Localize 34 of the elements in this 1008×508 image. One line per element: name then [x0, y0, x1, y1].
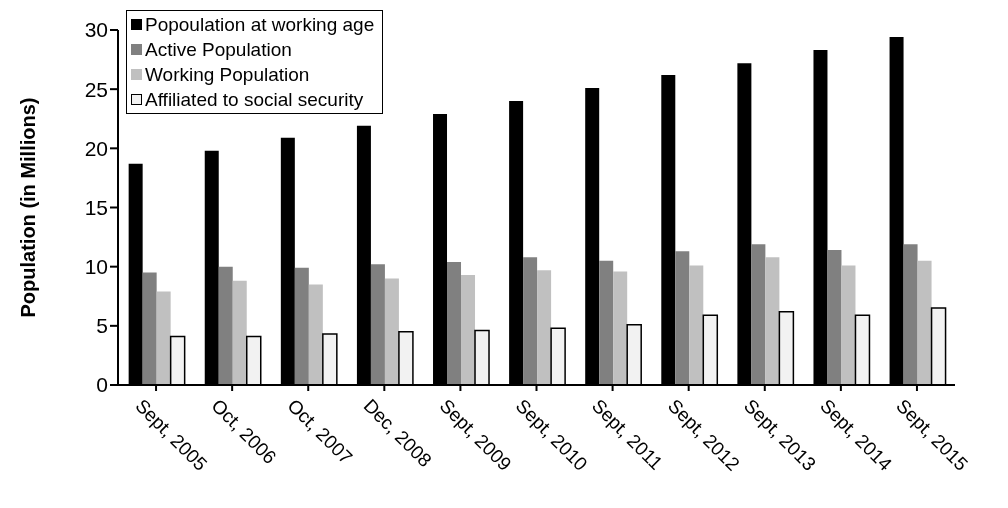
- bar: [827, 250, 842, 385]
- bar: [156, 291, 171, 385]
- bar: [461, 274, 476, 385]
- y-tick-label: 30: [84, 18, 108, 42]
- bar: [142, 272, 157, 385]
- legend-label: Working Population: [145, 63, 310, 87]
- bar: [218, 266, 233, 385]
- bar: [537, 270, 552, 385]
- y-tick-label: 15: [84, 195, 108, 219]
- bar: [384, 278, 399, 385]
- bar: [675, 251, 690, 385]
- legend-label: Popoulation at working age: [145, 13, 375, 37]
- y-tick-label: 0: [96, 373, 108, 397]
- bar: [308, 284, 323, 385]
- bar: [689, 265, 704, 385]
- legend-label: Affiliated to social security: [145, 88, 364, 112]
- bar: [903, 244, 918, 385]
- bar: [370, 264, 385, 385]
- bar: [523, 257, 538, 385]
- bar: [765, 257, 780, 385]
- y-axis-title: Population (in Millions): [17, 97, 40, 318]
- bar: [751, 244, 766, 385]
- bar: [917, 260, 932, 385]
- bar: [447, 261, 462, 385]
- bar: [232, 280, 247, 385]
- y-tick-label: 5: [96, 314, 108, 338]
- bar: [599, 260, 614, 385]
- legend-label: Active Population: [145, 38, 292, 62]
- bar: [841, 265, 856, 385]
- bar: [294, 267, 309, 385]
- y-tick-label: 10: [84, 255, 108, 279]
- bar: [613, 271, 628, 385]
- y-tick-label: 20: [84, 136, 108, 160]
- y-tick-label: 25: [84, 77, 108, 101]
